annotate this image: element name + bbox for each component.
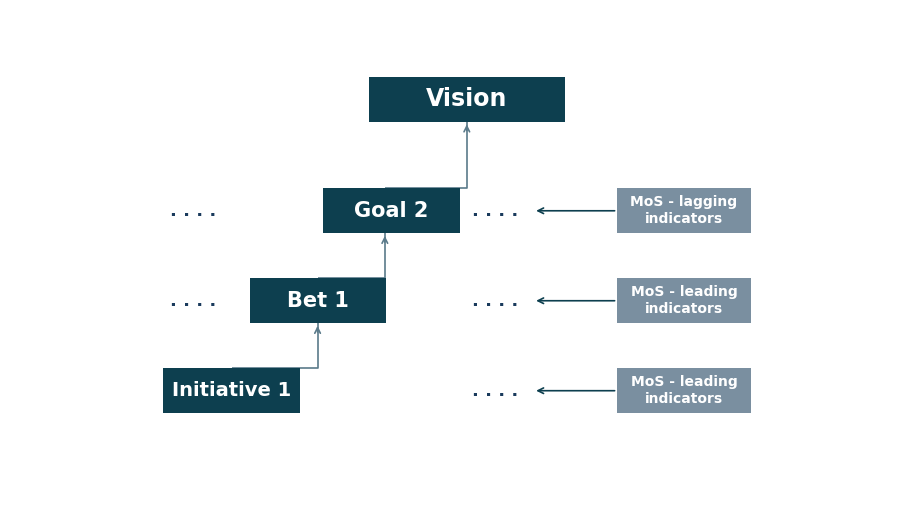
Text: MoS - leading
indicators: MoS - leading indicators — [630, 375, 737, 405]
Text: MoS - leading
indicators: MoS - leading indicators — [630, 285, 737, 315]
FancyBboxPatch shape — [617, 368, 749, 413]
FancyBboxPatch shape — [368, 77, 564, 121]
Text: Vision: Vision — [425, 87, 507, 111]
FancyBboxPatch shape — [323, 188, 460, 233]
Text: MoS - lagging
indicators: MoS - lagging indicators — [629, 196, 737, 226]
FancyBboxPatch shape — [163, 368, 300, 413]
Text: . . . .: . . . . — [471, 202, 517, 220]
FancyBboxPatch shape — [617, 188, 749, 233]
Text: . . . .: . . . . — [171, 202, 217, 220]
Text: Goal 2: Goal 2 — [354, 201, 428, 220]
Text: Bet 1: Bet 1 — [286, 291, 349, 310]
FancyBboxPatch shape — [249, 278, 386, 323]
Text: . . . .: . . . . — [471, 292, 517, 310]
FancyBboxPatch shape — [617, 278, 749, 323]
Text: . . . .: . . . . — [471, 382, 517, 400]
Text: . . . .: . . . . — [171, 292, 217, 310]
Text: Initiative 1: Initiative 1 — [172, 381, 291, 400]
